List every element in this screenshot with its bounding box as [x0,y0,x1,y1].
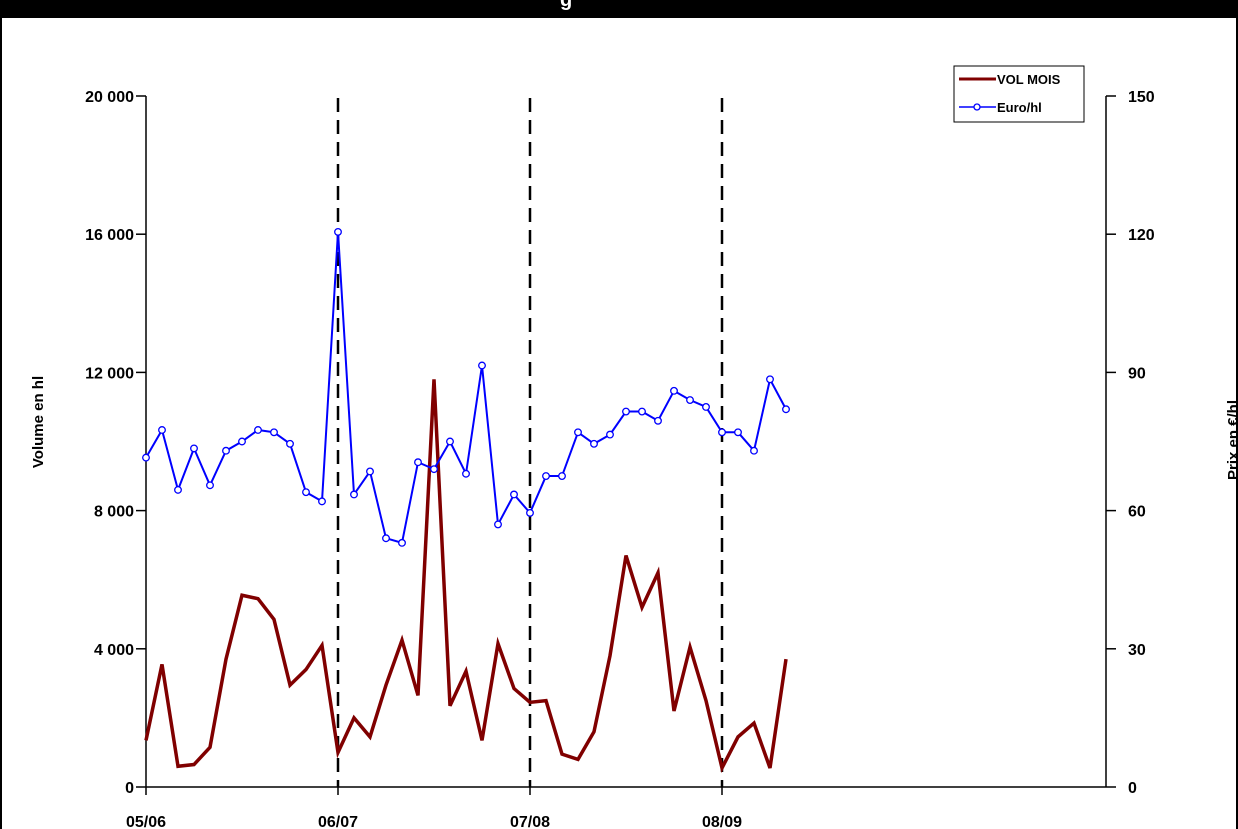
legend-label-vol: VOL MOIS [997,72,1061,87]
data-point-euro-hl [766,375,774,384]
data-point-euro-hl [462,469,470,478]
data-point-euro-hl [286,439,294,448]
data-point-euro-hl [158,426,166,434]
x-tick-label-2: 07/08 [510,814,550,829]
left-tick-label-1: 4 000 [94,642,134,659]
data-point-euro-hl [446,437,454,446]
data-point-euro-hl [718,428,726,437]
data-point-euro-hl [686,396,694,404]
data-point-euro-hl [478,361,486,370]
right-tick-label-4: 120 [1128,227,1155,244]
top-banner [0,0,1238,18]
x-axis: 05/06 06/07 07/08 08/09 [126,786,1106,829]
y-right-axis-label: Prix en €/hl [1225,400,1238,480]
data-point-euro-hl [542,472,550,480]
data-point-euro-hl [606,430,614,439]
x-tick-label-0: 05/06 [126,814,166,829]
data-point-euro-hl [142,453,150,462]
frame-left-border [0,18,2,829]
data-point-euro-hl [238,437,246,446]
data-point-euro-hl [270,428,278,437]
data-point-euro-hl [366,467,374,476]
data-point-euro-hl [734,428,742,437]
data-point-euro-hl [526,508,534,517]
data-point-euro-hl [494,520,502,529]
x-tick-label-1: 06/07 [318,814,358,829]
data-point-euro-hl [638,407,646,416]
data-point-euro-hl [174,485,182,494]
chart-title: g [560,0,573,11]
right-tick-label-3: 90 [1128,365,1146,382]
x-tick-label-3: 08/09 [702,814,742,829]
y-left-axis-label: Volume en hl [30,376,47,468]
data-point-euro-hl [350,490,358,499]
legend-box [953,65,1085,123]
data-point-euro-hl [254,426,262,434]
left-y-axis: 0 4 000 8 000 12 000 16 000 20 000 [85,89,147,797]
data-point-euro-hl [558,472,566,480]
right-tick-label-2: 60 [1128,504,1146,521]
data-point-euro-hl [318,497,326,506]
data-point-euro-hl [334,227,342,236]
data-point-euro-hl [382,534,390,543]
left-tick-label-5: 20 000 [85,89,134,106]
data-point-euro-hl [590,439,598,448]
left-tick-label-0: 0 [125,780,134,797]
data-point-euro-hl [510,490,518,499]
left-tick-label-3: 12 000 [85,365,134,382]
data-point-euro-hl [782,405,790,414]
data-point-euro-hl [750,446,758,455]
data-point-euro-hl [670,386,678,395]
series-layer [142,227,790,774]
legend: VOL MOIS Euro/hl [953,65,1085,123]
left-tick-label-2: 8 000 [94,504,134,521]
series-line-vol-mois [144,379,788,774]
left-tick-label-4: 16 000 [85,227,134,244]
right-y-axis: 0 30 60 90 120 150 [1105,89,1155,797]
period-dividers [336,98,724,787]
data-point-euro-hl [206,481,214,490]
data-point-euro-hl [654,416,662,425]
right-tick-label-1: 30 [1128,642,1146,659]
legend-label-price: Euro/hl [997,100,1042,115]
right-tick-label-5: 150 [1128,89,1155,106]
data-point-euro-hl [574,428,582,437]
series-line-euro-hl [145,231,787,545]
right-tick-label-0: 0 [1128,780,1137,797]
data-point-euro-hl [222,446,230,455]
legend-marker-price [973,103,981,111]
data-point-euro-hl [190,444,198,453]
frame-right-border [1236,18,1238,829]
data-point-euro-hl [302,488,310,497]
data-point-euro-hl [622,407,630,416]
data-point-euro-hl [702,403,710,411]
data-point-euro-hl [414,458,422,467]
data-point-euro-hl [430,465,438,474]
data-point-euro-hl [398,538,406,547]
